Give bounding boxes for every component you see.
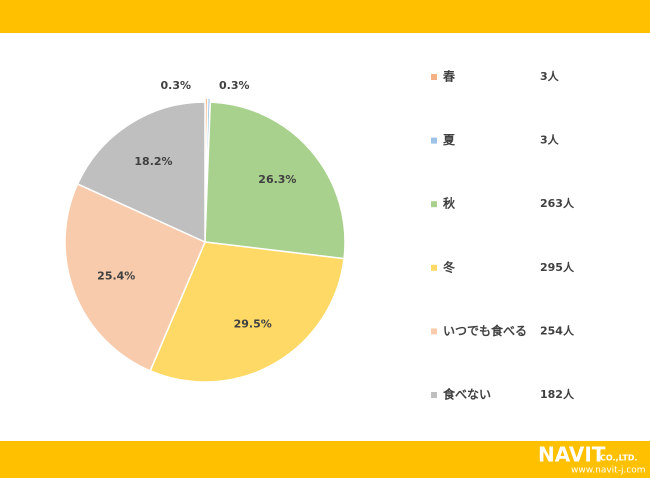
pie-slice	[204, 101, 346, 260]
legend-count: 182人	[540, 387, 575, 401]
logo-url: www.navit-j.com	[571, 466, 646, 476]
pie-slice	[149, 241, 345, 383]
logo-company: CO.,LTD.	[600, 454, 637, 463]
footer-bar	[0, 441, 650, 478]
data-label: 0.3%	[219, 79, 250, 92]
legend-swatch	[431, 264, 437, 271]
legend-swatch	[431, 74, 437, 80]
legend-count: 3人	[540, 133, 560, 147]
legend-swatch	[431, 137, 437, 144]
legend-label: いつでも食べる	[443, 323, 527, 338]
legend-swatch	[431, 328, 437, 335]
legend-count: 263人	[540, 196, 575, 210]
legend-label: 冬	[443, 259, 455, 274]
data-label: 26.3%	[258, 173, 296, 186]
legend-count: 254人	[540, 323, 575, 337]
data-label: 29.5%	[234, 317, 272, 330]
logo: NAVIT	[538, 443, 606, 467]
legend-label: 夏	[443, 133, 456, 147]
legend-label: 秋	[443, 196, 456, 211]
legend-label: 食べない	[442, 387, 491, 402]
legend-label: 春	[442, 69, 456, 84]
pie-slice	[76, 101, 206, 244]
data-label: 18.2%	[134, 155, 172, 168]
legend-swatch	[431, 201, 437, 208]
pie-slice	[64, 182, 206, 372]
data-label: 25.4%	[97, 269, 135, 282]
header-bar	[0, 0, 650, 33]
legend-count: 295人	[540, 260, 575, 274]
legend-swatch	[431, 392, 437, 398]
data-label: 0.3%	[160, 79, 191, 92]
legend-count: 3人	[540, 69, 560, 83]
